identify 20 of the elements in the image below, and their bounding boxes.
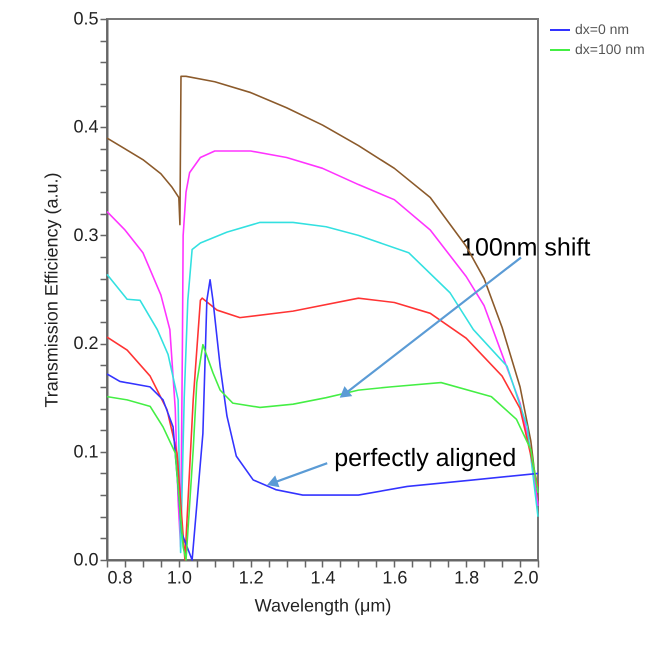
legend-label: dx=100 nm [575, 41, 645, 57]
x-tick-label: 0.8 [108, 568, 133, 588]
x-tick-label: 1.4 [310, 568, 336, 588]
legend-label: dx=0 nm [575, 21, 630, 37]
x-tick-label: 1.2 [238, 568, 264, 588]
y-tick-label: 0.0 [73, 550, 98, 570]
y-tick-label: 0.5 [73, 8, 98, 28]
y-axis-title: Transmission Efficiency (a.u.) [41, 172, 62, 408]
x-tick-label: 1.8 [454, 568, 480, 588]
x-tick-label: 1.6 [382, 568, 408, 588]
y-tick-label: 0.1 [73, 441, 98, 462]
x-tick-label: 1.0 [166, 568, 192, 588]
x-axis-title: Wavelength (μm) [254, 596, 392, 616]
y-tick-label: 0.3 [73, 224, 98, 245]
annotation: perfectly aligned [334, 444, 516, 472]
y-tick-label: 0.4 [73, 116, 98, 137]
x-tick-label: 2.0 [513, 568, 538, 588]
line-series [106, 76, 539, 502]
y-tick-label: 0.2 [73, 333, 98, 354]
line-series [106, 222, 539, 554]
